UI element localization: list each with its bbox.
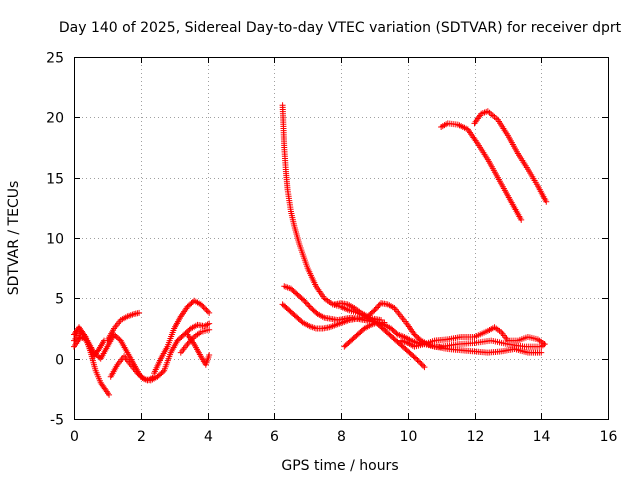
data-point <box>301 297 308 304</box>
data-point <box>375 303 382 310</box>
chart-title: Day 140 of 2025, Sidereal Day-to-day VTE… <box>59 20 622 36</box>
data-point <box>417 359 424 366</box>
data-point <box>421 364 428 371</box>
data-point <box>80 330 87 337</box>
y-tick-label: -5 <box>50 413 64 429</box>
data-point <box>206 352 213 359</box>
data-point <box>302 299 309 306</box>
data-point <box>414 357 421 364</box>
axis-ticks: 0 2 4 6 8 10 12 14 16 -5 0 5 10 15 20 25 <box>46 51 617 446</box>
y-tick-label: 25 <box>46 51 64 67</box>
x-tick-label: 6 <box>270 429 279 445</box>
data-point <box>203 306 210 313</box>
data-point <box>206 326 213 333</box>
data-point <box>206 320 213 327</box>
data-point <box>518 216 525 223</box>
y-tick-label: 5 <box>55 292 64 308</box>
data-point <box>413 355 420 362</box>
series-track-14 <box>398 324 548 350</box>
y-tick-label: 10 <box>46 232 64 248</box>
x-tick-label: 0 <box>70 429 79 445</box>
data-point <box>313 309 320 316</box>
data-point <box>136 309 143 316</box>
data-point <box>538 349 545 356</box>
data-point <box>299 296 306 303</box>
data-point <box>101 385 108 392</box>
data-point <box>106 391 113 398</box>
data-point <box>305 302 312 309</box>
data-point <box>411 354 418 361</box>
data-point <box>204 308 211 315</box>
y-tick-label: 20 <box>46 111 64 127</box>
x-axis-label: GPS time / hours <box>281 458 398 474</box>
x-tick-label: 16 <box>600 429 618 445</box>
data-point <box>370 308 377 315</box>
data-point <box>159 368 166 375</box>
data-point <box>199 302 206 309</box>
series-track-3 <box>71 331 158 384</box>
x-tick-label: 4 <box>204 429 213 445</box>
data-point <box>201 305 208 312</box>
data-point <box>303 300 310 307</box>
series-track-15 <box>438 120 525 223</box>
series-track-8 <box>184 331 213 368</box>
series-track-4 <box>104 309 143 344</box>
data-point <box>543 198 550 205</box>
series-track-13 <box>341 319 545 356</box>
data-point <box>376 301 383 308</box>
series-track-5 <box>107 320 213 384</box>
data-point <box>393 330 400 337</box>
data-points <box>71 102 550 398</box>
data-point <box>184 341 191 348</box>
y-axis-label: SDTVAR / TECUs <box>6 181 22 296</box>
data-point <box>541 341 548 348</box>
data-point <box>200 304 207 311</box>
data-point <box>418 361 425 368</box>
data-point <box>371 307 378 314</box>
y-tick-label: 0 <box>55 353 64 369</box>
data-point <box>306 303 313 310</box>
x-tick-label: 8 <box>337 429 346 445</box>
data-point <box>420 362 427 369</box>
data-point <box>298 318 305 325</box>
data-point <box>206 309 213 316</box>
data-point <box>197 301 204 308</box>
data-point <box>415 358 422 365</box>
y-tick-label: 15 <box>46 172 64 188</box>
x-tick-label: 10 <box>400 429 418 445</box>
series-track-16 <box>471 108 550 205</box>
series-track-6 <box>151 297 213 377</box>
series-track-12 <box>331 300 548 350</box>
data-point <box>374 304 381 311</box>
data-point <box>186 326 193 333</box>
x-tick-label: 2 <box>137 429 146 445</box>
data-point <box>360 326 367 333</box>
x-tick-label: 14 <box>533 429 551 445</box>
data-point <box>139 374 146 381</box>
grid <box>74 57 608 419</box>
data-point <box>372 305 379 312</box>
series-track-2 <box>71 324 108 360</box>
x-tick-label: 12 <box>467 429 485 445</box>
